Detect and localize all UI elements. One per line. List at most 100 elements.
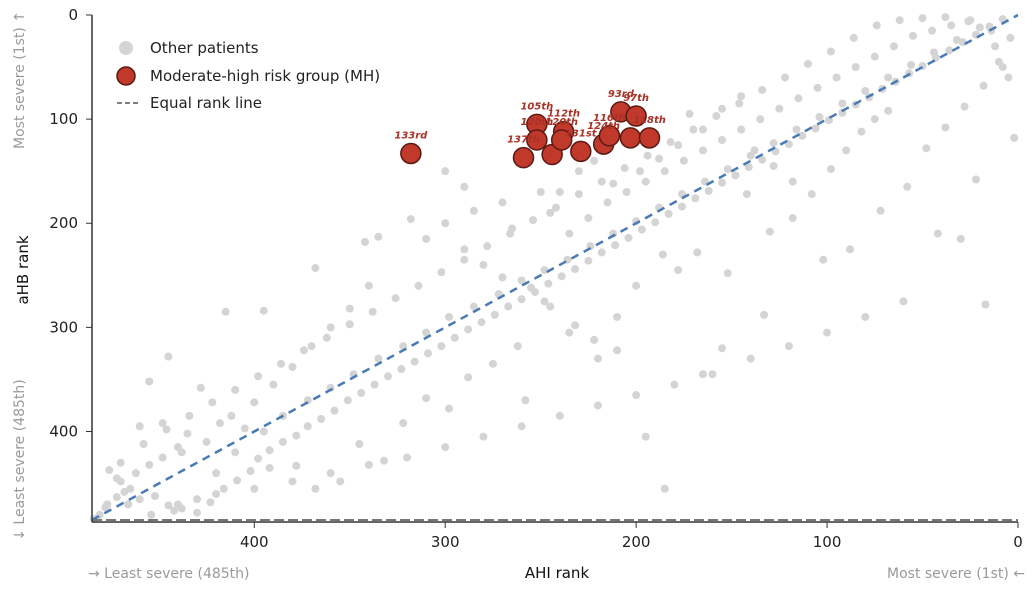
other-patient-point	[756, 115, 765, 124]
other-patient-point	[173, 500, 182, 509]
other-patient-point	[303, 422, 312, 431]
other-patient-point	[368, 307, 377, 316]
other-patient-point	[441, 443, 450, 452]
other-patient-point	[551, 203, 560, 212]
mh-point-label: 133rd	[394, 130, 428, 141]
other-patient-point	[498, 198, 507, 207]
y-most-severe-label: Most severe (1st) ↑	[12, 11, 28, 149]
other-patient-point	[760, 310, 769, 319]
mh-points	[400, 101, 661, 169]
other-patient-point	[842, 146, 851, 155]
y-tick-label: 0	[68, 6, 78, 24]
other-patient-point	[737, 92, 746, 101]
other-patient-point	[517, 295, 526, 304]
other-patient-point	[410, 357, 419, 366]
other-patient-point	[469, 302, 478, 311]
other-patient-point	[527, 283, 536, 292]
other-patient-point	[193, 508, 202, 517]
other-patient-point	[655, 154, 664, 163]
other-patient-point	[460, 245, 469, 254]
other-patient-point	[666, 138, 675, 147]
other-patient-point	[691, 194, 700, 203]
x-tick-label: 0	[1013, 533, 1023, 551]
other-patient-point	[292, 431, 301, 440]
mh-point	[550, 129, 573, 151]
other-patient-point	[513, 342, 522, 351]
other-patient-point	[658, 250, 667, 259]
other-patient-point	[330, 406, 339, 415]
other-patient-point	[723, 269, 732, 278]
other-patient-point	[135, 422, 144, 431]
other-patient-point	[158, 419, 167, 428]
other-patient-point	[704, 186, 713, 195]
other-patient-point	[101, 503, 110, 512]
other-patient-point	[557, 272, 566, 281]
other-patient-point	[105, 466, 114, 475]
other-patient-point	[422, 234, 431, 243]
mh-point	[625, 105, 647, 127]
other-patient-point	[613, 312, 622, 321]
other-patient-point	[1010, 133, 1019, 142]
other-patient-point	[250, 484, 259, 493]
other-patient-point	[397, 365, 406, 374]
legend-mh-label: Moderate-high risk group (MH)	[150, 67, 380, 85]
other-patient-point	[259, 306, 268, 315]
other-patient-point	[838, 99, 847, 108]
other-patient-point	[259, 427, 268, 436]
other-patient-point	[907, 60, 916, 69]
mh-point-label: 112th	[547, 109, 580, 120]
other-patient-point	[597, 248, 606, 257]
other-patient-point	[343, 396, 352, 405]
other-patient-point	[477, 318, 486, 327]
legend-mh-swatch	[116, 66, 136, 86]
other-patient-point	[826, 165, 835, 174]
x-axis-title: AHI rank	[525, 564, 590, 582]
other-patient-point	[219, 484, 228, 493]
other-patient-point	[322, 333, 331, 342]
other-patient-point	[196, 383, 205, 392]
other-patient-point	[479, 260, 488, 269]
other-patient-point	[737, 125, 746, 134]
other-patient-point	[624, 233, 633, 242]
other-patient-point	[792, 125, 801, 134]
other-patient-point	[383, 372, 392, 381]
other-patient-point	[254, 454, 263, 463]
other-patient-point	[966, 16, 975, 25]
other-patient-point	[813, 83, 822, 92]
other-patient-point	[170, 506, 179, 515]
other-patient-point	[299, 346, 308, 355]
other-patient-point	[750, 146, 759, 155]
other-patient-point	[540, 297, 549, 306]
other-patient-point	[131, 469, 140, 478]
other-patient-point	[422, 394, 431, 403]
other-patient-point	[861, 312, 870, 321]
other-patient-point	[311, 264, 320, 273]
other-patient-point	[781, 73, 790, 82]
other-patient-point	[769, 161, 778, 170]
other-patient-point	[540, 266, 549, 275]
other-patient-point	[718, 135, 727, 144]
other-patient-point	[227, 411, 236, 420]
other-patient-point	[215, 419, 224, 428]
other-patient-point	[399, 419, 408, 428]
equal-rank-line	[91, 13, 1019, 522]
other-patient-point	[584, 256, 593, 265]
mh-point-label: 137th	[507, 135, 540, 146]
other-patient-point	[574, 190, 583, 199]
other-patient-point	[947, 21, 956, 30]
other-patient-point	[823, 328, 832, 337]
other-patient-point	[718, 344, 727, 353]
other-patient-point	[326, 323, 335, 332]
other-patient-point	[370, 380, 379, 389]
other-patient-point	[632, 281, 641, 290]
mh-point-label: 120th	[520, 117, 553, 128]
other-patient-point	[112, 493, 121, 502]
other-patient-point	[1004, 73, 1013, 82]
other-patient-point	[164, 501, 173, 510]
other-patient-point	[246, 467, 255, 476]
other-patient-point	[664, 209, 673, 218]
mh-point	[570, 140, 592, 163]
other-patient-point	[872, 21, 881, 30]
mh-point-label: 124th	[587, 121, 620, 132]
other-patient-point	[555, 411, 564, 420]
